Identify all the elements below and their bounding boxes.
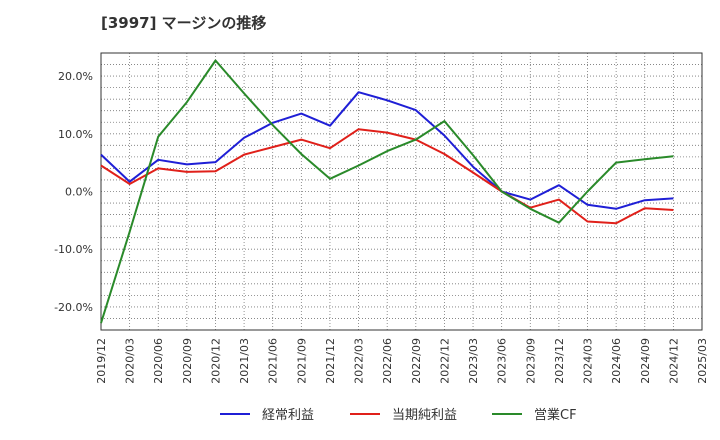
x-tick-label: 2024/06 — [610, 338, 623, 384]
x-tick-label: 2024/09 — [639, 338, 652, 384]
y-tick-label: 10.0% — [58, 128, 93, 141]
x-tick-label: 2019/12 — [95, 338, 108, 384]
x-tick-label: 2020/12 — [209, 338, 222, 384]
x-tick-label: 2022/03 — [353, 338, 366, 384]
x-tick-label: 2025/03 — [696, 338, 709, 384]
x-tick-label: 2023/06 — [496, 338, 509, 384]
legend-label: 経常利益 — [262, 408, 314, 423]
x-tick-label: 2020/03 — [124, 338, 137, 384]
x-tick-label: 2023/09 — [524, 338, 537, 384]
x-tick-label: 2021/12 — [324, 338, 337, 384]
x-tick-label: 2022/09 — [410, 338, 423, 384]
x-tick-label: 2021/03 — [238, 338, 251, 384]
x-tick-label: 2023/03 — [467, 338, 480, 384]
x-tick-label: 2020/06 — [152, 338, 165, 384]
y-tick-label: -20.0% — [54, 301, 93, 314]
x-tick-label: 2022/12 — [438, 338, 451, 384]
x-tick-label: 2022/06 — [381, 338, 394, 384]
x-tick-label: 2021/09 — [295, 338, 308, 384]
series-line-当期純利益 — [100, 128, 674, 225]
series-line-営業CF — [100, 59, 674, 324]
x-tick-label: 2021/06 — [267, 338, 280, 384]
series-line-経常利益 — [100, 91, 674, 210]
plot-frame — [100, 52, 703, 331]
x-tick-label: 2024/12 — [667, 338, 680, 384]
y-tick-label: 0.0% — [65, 186, 93, 199]
chart-title: [3997] マージンの推移 — [101, 14, 267, 32]
legend-label: 当期純利益 — [392, 408, 457, 423]
x-tick-label: 2023/12 — [553, 338, 566, 384]
x-tick-label: 2024/03 — [582, 338, 595, 384]
y-tick-label: 20.0% — [58, 70, 93, 83]
x-tick-label: 2020/09 — [181, 338, 194, 384]
y-tick-label: -10.0% — [54, 243, 93, 256]
legend-label: 営業CF — [534, 407, 577, 423]
